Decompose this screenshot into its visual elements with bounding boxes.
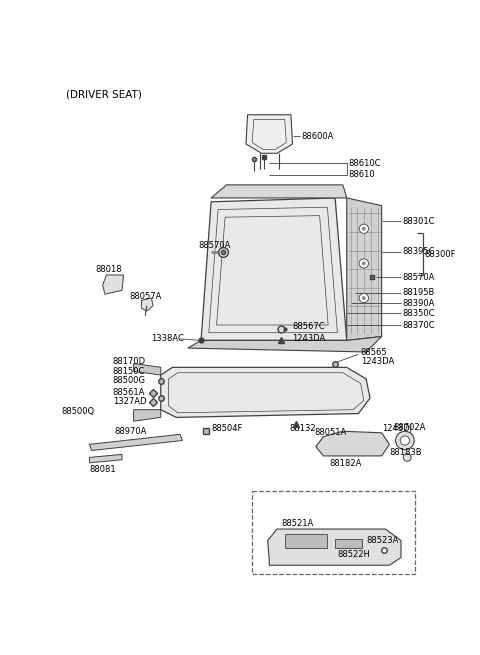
Circle shape [362, 296, 366, 300]
FancyBboxPatch shape [285, 534, 327, 548]
Text: 88057A: 88057A [130, 292, 162, 301]
Text: 88570A: 88570A [403, 272, 435, 282]
Polygon shape [161, 367, 370, 417]
Text: 1243DJ: 1243DJ [382, 424, 412, 434]
Text: 88301C: 88301C [403, 217, 435, 225]
FancyBboxPatch shape [335, 539, 362, 548]
Text: 88504F: 88504F [211, 424, 242, 434]
Polygon shape [142, 298, 153, 311]
Polygon shape [211, 185, 347, 198]
Text: 88390A: 88390A [403, 299, 435, 308]
Text: 88600A: 88600A [302, 132, 334, 141]
Polygon shape [89, 434, 182, 451]
Polygon shape [133, 409, 161, 421]
Text: 88567C: 88567C [292, 322, 325, 331]
Circle shape [359, 259, 369, 268]
Circle shape [400, 436, 409, 445]
Polygon shape [316, 431, 389, 456]
Circle shape [359, 224, 369, 233]
Text: 88018: 88018 [95, 265, 121, 274]
Text: 88195B: 88195B [403, 288, 435, 297]
Polygon shape [268, 529, 401, 565]
Text: 88565: 88565 [360, 348, 387, 357]
Circle shape [359, 293, 369, 303]
Polygon shape [103, 275, 123, 294]
Circle shape [362, 227, 366, 231]
Polygon shape [201, 198, 347, 341]
Circle shape [362, 261, 366, 265]
Text: (POWER SEAT): (POWER SEAT) [260, 500, 331, 510]
Text: 88522H: 88522H [337, 550, 371, 559]
Text: 88521A: 88521A [281, 519, 313, 528]
Text: 88500G: 88500G [113, 376, 146, 385]
Text: (DRIVER SEAT): (DRIVER SEAT) [66, 89, 142, 100]
Text: 88970A: 88970A [114, 427, 146, 436]
Text: 88610C: 88610C [348, 159, 381, 168]
Text: 1327AD: 1327AD [113, 398, 146, 407]
Polygon shape [188, 337, 382, 352]
Text: 88370C: 88370C [403, 320, 435, 329]
Text: 88150C: 88150C [113, 367, 145, 376]
Text: 88570A: 88570A [198, 241, 230, 250]
Text: 88300F: 88300F [424, 250, 456, 259]
Text: 88500Q: 88500Q [61, 407, 95, 416]
Circle shape [396, 431, 414, 450]
Text: 88702A: 88702A [393, 423, 426, 432]
Polygon shape [347, 198, 382, 341]
Text: 88182A: 88182A [330, 459, 362, 468]
Text: 88183B: 88183B [389, 447, 422, 457]
Text: 88051A: 88051A [314, 428, 347, 438]
Text: 88610: 88610 [348, 170, 375, 179]
Text: 88523A: 88523A [366, 536, 398, 545]
Text: 1338AC: 1338AC [152, 334, 184, 343]
Text: 88051A: 88051A [324, 505, 356, 514]
Circle shape [403, 454, 411, 461]
Text: 88395C: 88395C [403, 248, 435, 256]
Text: 88132: 88132 [289, 424, 316, 434]
FancyBboxPatch shape [252, 491, 415, 574]
Text: 88350C: 88350C [403, 309, 435, 318]
Polygon shape [133, 364, 161, 375]
Text: 88170D: 88170D [113, 358, 146, 366]
Text: 88561A: 88561A [113, 388, 145, 398]
Text: 1243DA: 1243DA [360, 358, 394, 366]
Polygon shape [246, 115, 292, 153]
Text: 88081: 88081 [89, 465, 116, 474]
Polygon shape [89, 455, 122, 463]
Text: 1243DA: 1243DA [292, 334, 326, 343]
